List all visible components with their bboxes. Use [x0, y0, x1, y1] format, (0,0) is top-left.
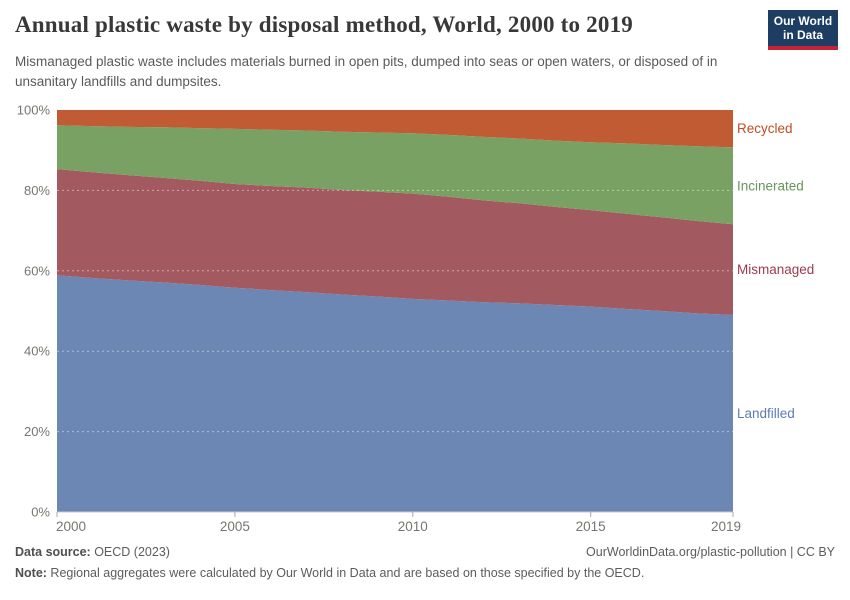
logo-line-2: in Data: [782, 28, 823, 42]
legend-label-mismanaged[interactable]: Mismanaged: [737, 262, 814, 277]
stacked-area-chart: Landfilled Mismanaged Incinerated Recycled 2…: [17, 103, 815, 535]
x-axis-label-2019: 2019: [711, 519, 741, 534]
chart-subtitle: Mismanaged plastic waste includes materi…: [15, 54, 718, 89]
x-axis-label-2015: 2015: [576, 519, 606, 534]
legend-label-landfilled[interactable]: Landfilled: [737, 406, 795, 421]
legend-label-incinerated[interactable]: Incinerated: [737, 178, 804, 193]
owid-logo: Our World in Data: [768, 10, 838, 50]
legend-label-recycled[interactable]: Recycled: [737, 121, 793, 136]
x-axis-label-2000: 2000: [56, 519, 86, 534]
y-axis-label-60: 60%: [24, 263, 50, 278]
area-incinerated[interactable]: [57, 125, 733, 225]
note-label: Note:: [15, 566, 47, 580]
chart-area: Landfilled Mismanaged Incinerated Recycled 2…: [0, 95, 850, 545]
y-axis-label-80: 80%: [24, 183, 50, 198]
page-title: Annual plastic waste by disposal method,…: [15, 12, 633, 37]
owid-link[interactable]: OurWorldinData.org/plastic-pollution | C…: [586, 545, 835, 559]
x-axis-label-2010: 2010: [398, 519, 428, 534]
area-mismanaged[interactable]: [57, 169, 733, 315]
data-source-label: Data source:: [15, 545, 91, 559]
area-landfilled[interactable]: [57, 275, 733, 512]
x-axis-label-2005: 2005: [220, 519, 250, 534]
note-value: Regional aggregates were calculated by O…: [46, 566, 645, 580]
area-recycled[interactable]: [57, 110, 733, 148]
y-axis-label-0: 0%: [31, 505, 50, 520]
chart-footer: Data source: OECD (2023) OurWorldinData.…: [15, 545, 835, 580]
data-source-value: OECD (2023): [90, 545, 170, 559]
y-axis-label-40: 40%: [24, 344, 50, 359]
data-source-line: Data source: OECD (2023): [15, 545, 170, 559]
y-axis-label-100: 100%: [17, 103, 51, 118]
y-axis-label-20: 20%: [24, 424, 50, 439]
logo-line-1: Our World: [773, 13, 833, 28]
note-line: Note: Regional aggregates were calculate…: [15, 566, 644, 580]
